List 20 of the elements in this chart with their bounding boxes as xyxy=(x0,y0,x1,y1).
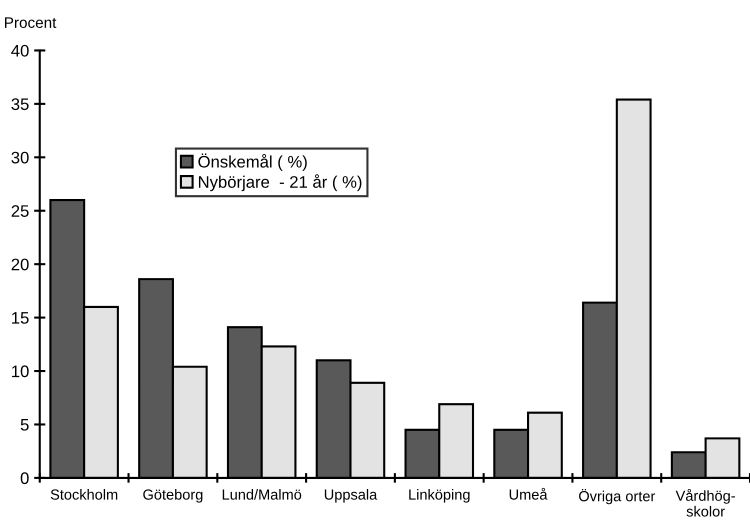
legend-label: Nybörjare - 21 år ( %) xyxy=(198,174,362,192)
x-tick-label: Vårdhög- skolor xyxy=(676,489,735,517)
x-tick-label: Göteborg xyxy=(143,489,202,503)
y-tick-label: 5 xyxy=(20,419,29,431)
y-tick-label: 30 xyxy=(11,152,29,164)
x-tick-label: Stockholm xyxy=(50,489,118,500)
y-tick-label: 25 xyxy=(12,205,29,217)
x-tick-label: Linköping xyxy=(409,489,470,503)
y-tick-label: 15 xyxy=(12,312,29,324)
x-tick-label: Lund/Malmö xyxy=(222,489,302,500)
legend-label: Önskemål ( %) xyxy=(198,154,307,171)
y-tick-label: 10 xyxy=(12,365,29,378)
x-tick-label: Uppsala xyxy=(324,489,378,503)
y-tick-label: 40 xyxy=(11,44,29,57)
y-tick-label: 20 xyxy=(12,258,29,270)
y-axis-title: Procent xyxy=(5,17,56,28)
y-tick-label: 0 xyxy=(20,472,29,484)
y-tick-label: 35 xyxy=(11,98,29,110)
x-tick-label: Umeå xyxy=(510,488,548,500)
x-tick-label: Övriga orter xyxy=(579,489,656,504)
